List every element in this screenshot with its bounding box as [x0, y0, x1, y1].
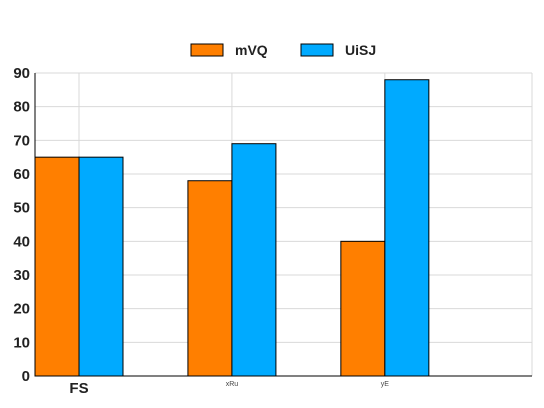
- y-tick-label: 60: [13, 166, 30, 183]
- bar-UiSJ-yE: [384, 79, 430, 377]
- bar-mVQ-yE: [340, 240, 386, 377]
- legend-label-mVQ: mVQ: [235, 42, 268, 58]
- x-tick-label: yE: [381, 381, 390, 388]
- legend-label-UiSJ: UiSJ: [345, 42, 376, 58]
- bar-UiSJ-xRu: [231, 143, 277, 377]
- y-tick-label: 30: [13, 267, 30, 284]
- y-tick-label: 50: [13, 200, 30, 217]
- y-tick-label: 80: [13, 99, 30, 116]
- y-tick-label: 0: [22, 368, 30, 385]
- bar-mVQ-FS: [34, 156, 80, 377]
- y-tick-label: 90: [13, 65, 30, 82]
- bar-UiSJ-FS: [78, 156, 124, 377]
- x-tick-label: FS: [69, 380, 88, 397]
- y-tick-label: 10: [13, 334, 30, 351]
- legend-swatch-mVQ: [190, 43, 224, 57]
- legend-swatch-UiSJ: [300, 43, 334, 57]
- legend: mVQ UiSJ: [190, 42, 376, 58]
- y-tick-label: 20: [13, 301, 30, 318]
- bar-mVQ-xRu: [187, 180, 233, 377]
- y-tick-label: 40: [13, 233, 30, 250]
- bars: [34, 79, 430, 377]
- y-tick-label: 70: [13, 132, 30, 149]
- x-tick-label: xRu: [226, 381, 239, 388]
- axes: 0 10 20 30 40 50 60 70 80 90 FS xRu yE: [13, 65, 532, 397]
